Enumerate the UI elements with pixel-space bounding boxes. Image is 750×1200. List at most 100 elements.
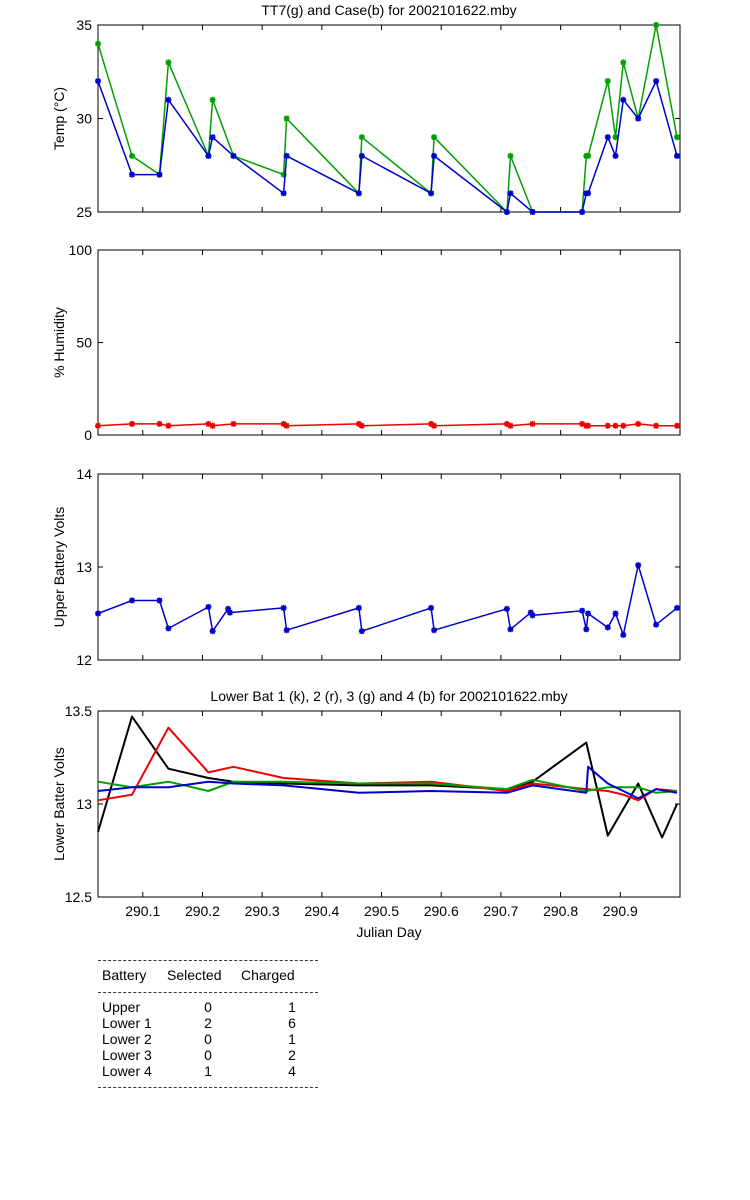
data-point xyxy=(529,612,536,619)
data-point xyxy=(612,134,619,141)
data-point xyxy=(579,209,586,215)
data-point xyxy=(209,134,216,141)
x-tick-label: 290.7 xyxy=(483,903,518,919)
table-row: Lower 4 1 4 xyxy=(98,1063,318,1079)
header-battery: Battery xyxy=(102,967,147,983)
data-point xyxy=(620,631,627,638)
data-point xyxy=(358,134,365,141)
data-point xyxy=(674,604,681,611)
data-point xyxy=(156,171,163,178)
data-point xyxy=(579,607,586,614)
data-point xyxy=(579,420,586,427)
table-rule-middle xyxy=(98,992,318,993)
data-point xyxy=(95,422,101,429)
x-tick-label: 290.9 xyxy=(603,903,638,919)
data-point xyxy=(205,603,212,610)
y-tick-label: 25 xyxy=(76,204,92,220)
data-point xyxy=(585,610,592,617)
data-point xyxy=(226,609,233,616)
header-selected: Selected xyxy=(167,967,222,983)
row-selected: 1 xyxy=(204,1063,212,1079)
data-point xyxy=(507,152,514,159)
y-axis-label: Temp (°C) xyxy=(51,87,67,150)
x-tick-label: 290.8 xyxy=(543,903,578,919)
data-point xyxy=(355,190,362,197)
data-point xyxy=(529,209,536,215)
table-row: Lower 3 0 2 xyxy=(98,1047,318,1063)
series-line xyxy=(97,24,678,213)
data-point xyxy=(585,152,592,159)
data-point xyxy=(283,627,290,634)
table-header-row: Battery Selected Charged xyxy=(98,966,318,984)
data-point xyxy=(620,96,627,103)
data-point xyxy=(503,209,510,215)
data-point xyxy=(585,190,592,197)
row-charged: 1 xyxy=(288,999,296,1015)
data-point xyxy=(358,628,365,635)
data-point xyxy=(674,134,681,141)
row-charged: 6 xyxy=(288,1015,296,1031)
data-point xyxy=(635,562,642,569)
series-line xyxy=(97,564,678,636)
row-battery: Lower 2 xyxy=(102,1031,152,1047)
data-point xyxy=(431,627,438,634)
y-tick-label: 14 xyxy=(76,466,92,482)
data-point xyxy=(612,152,619,159)
data-point xyxy=(355,420,362,427)
table-rule-top xyxy=(98,960,318,961)
data-point xyxy=(620,422,627,429)
plot-frame xyxy=(97,473,681,661)
data-point xyxy=(358,152,365,159)
data-point xyxy=(209,628,216,635)
chart-title: Lower Bat 1 (k), 2 (r), 3 (g) and 4 (b) … xyxy=(210,688,567,704)
data-point xyxy=(507,626,514,633)
x-tick-label: 290.4 xyxy=(304,903,339,919)
data-point xyxy=(604,78,611,85)
row-battery: Lower 1 xyxy=(102,1015,152,1031)
data-point xyxy=(95,40,101,47)
data-point xyxy=(674,422,681,429)
row-selected: 2 xyxy=(204,1015,212,1031)
data-point xyxy=(129,420,136,427)
data-point xyxy=(431,152,438,159)
table-row: Lower 2 0 1 xyxy=(98,1031,318,1047)
data-point xyxy=(604,422,611,429)
y-tick-label: 50 xyxy=(76,335,92,351)
table-rule-bottom xyxy=(98,1087,318,1088)
row-battery: Lower 4 xyxy=(102,1063,152,1079)
data-point xyxy=(612,610,619,617)
y-tick-label: 12 xyxy=(76,652,92,668)
data-point xyxy=(205,420,212,427)
data-point xyxy=(431,134,438,141)
data-point xyxy=(503,605,510,612)
row-selected: 0 xyxy=(204,1031,212,1047)
data-point xyxy=(653,621,660,628)
data-point xyxy=(95,610,101,617)
chart-title: TT7(g) and Case(b) for 2002101622.mby xyxy=(261,2,516,18)
row-selected: 0 xyxy=(204,999,212,1015)
data-point xyxy=(674,152,681,159)
data-point xyxy=(165,96,172,103)
data-point xyxy=(635,115,642,122)
y-tick-label: 0 xyxy=(84,427,92,443)
data-point xyxy=(507,422,514,429)
data-point xyxy=(653,22,660,28)
data-point xyxy=(95,78,101,85)
row-battery: Upper xyxy=(102,999,141,1015)
x-tick-label: 290.5 xyxy=(364,903,399,919)
data-point xyxy=(225,605,232,612)
y-tick-label: 30 xyxy=(76,111,92,127)
header-charged: Charged xyxy=(241,967,295,983)
data-point xyxy=(209,422,216,429)
data-point xyxy=(583,626,590,633)
data-point xyxy=(604,134,611,141)
data-point xyxy=(653,422,660,429)
row-battery: Lower 3 xyxy=(102,1047,152,1063)
data-point xyxy=(358,422,365,429)
data-point xyxy=(283,115,290,122)
y-axis-label: Upper Battery Volts xyxy=(51,507,67,628)
row-selected: 0 xyxy=(204,1047,212,1063)
data-point xyxy=(156,420,163,427)
data-point xyxy=(428,420,435,427)
table-row: Lower 1 2 6 xyxy=(98,1015,318,1031)
